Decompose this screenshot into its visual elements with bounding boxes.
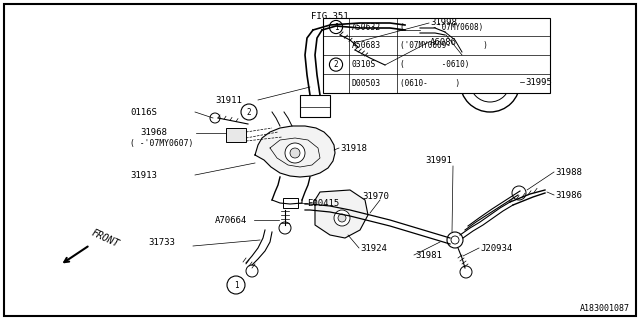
Circle shape (512, 186, 526, 200)
Polygon shape (255, 126, 335, 177)
Text: 1: 1 (234, 281, 238, 290)
Text: 31918: 31918 (340, 143, 367, 153)
Text: A50632: A50632 (352, 22, 381, 31)
Text: A70664: A70664 (215, 215, 247, 225)
Circle shape (460, 68, 468, 76)
Text: 31733: 31733 (148, 237, 175, 246)
Text: 31970: 31970 (362, 191, 389, 201)
Circle shape (285, 143, 305, 163)
Text: 1: 1 (333, 22, 339, 31)
Text: 2: 2 (246, 108, 252, 116)
Text: E00415: E00415 (307, 198, 339, 207)
Circle shape (460, 52, 520, 112)
Circle shape (447, 232, 463, 248)
Circle shape (338, 214, 346, 222)
Circle shape (246, 265, 258, 277)
Circle shape (279, 222, 291, 234)
Text: 31988: 31988 (555, 167, 582, 177)
Circle shape (470, 62, 510, 102)
Text: 2: 2 (333, 60, 339, 69)
Text: (0610-      ): (0610- ) (400, 79, 460, 88)
Bar (300, 95, 330, 117)
Circle shape (290, 148, 300, 158)
Text: 31981: 31981 (415, 251, 442, 260)
Text: 31911: 31911 (215, 95, 242, 105)
Text: 31995: 31995 (525, 77, 552, 86)
Text: 31924: 31924 (360, 244, 387, 252)
Bar (323, 18, 550, 93)
Circle shape (227, 276, 245, 294)
Text: 31913: 31913 (130, 171, 157, 180)
Circle shape (465, 60, 472, 68)
Text: (        -0610): ( -0610) (400, 60, 469, 69)
Text: 31991: 31991 (425, 156, 452, 164)
Circle shape (451, 236, 459, 244)
Bar (226, 128, 246, 142)
Text: A183001087: A183001087 (580, 304, 630, 313)
Text: (      -'07MY0608): ( -'07MY0608) (400, 22, 483, 31)
Text: FRONT: FRONT (90, 227, 121, 249)
Circle shape (480, 72, 500, 92)
Text: A6086: A6086 (430, 37, 457, 46)
Polygon shape (315, 190, 368, 238)
Text: ('07MY0609-       ): ('07MY0609- ) (400, 41, 488, 50)
Text: ( -'07MY0607): ( -'07MY0607) (130, 139, 193, 148)
Circle shape (330, 58, 342, 71)
Circle shape (241, 104, 257, 120)
Text: 31998: 31998 (430, 18, 457, 27)
Text: 0310S: 0310S (352, 60, 376, 69)
Circle shape (334, 210, 350, 226)
Text: 31986: 31986 (555, 190, 582, 199)
Bar (398, 22, 420, 39)
Bar (283, 198, 298, 208)
Text: 31968: 31968 (140, 127, 167, 137)
Circle shape (486, 78, 494, 86)
Circle shape (460, 266, 472, 278)
Circle shape (210, 113, 220, 123)
Text: 0116S: 0116S (130, 108, 157, 116)
Text: FIG.351: FIG.351 (311, 12, 349, 20)
Text: J20934: J20934 (480, 244, 512, 252)
Text: A50683: A50683 (352, 41, 381, 50)
Circle shape (472, 54, 480, 62)
Circle shape (330, 20, 342, 34)
Text: D00503: D00503 (352, 79, 381, 88)
